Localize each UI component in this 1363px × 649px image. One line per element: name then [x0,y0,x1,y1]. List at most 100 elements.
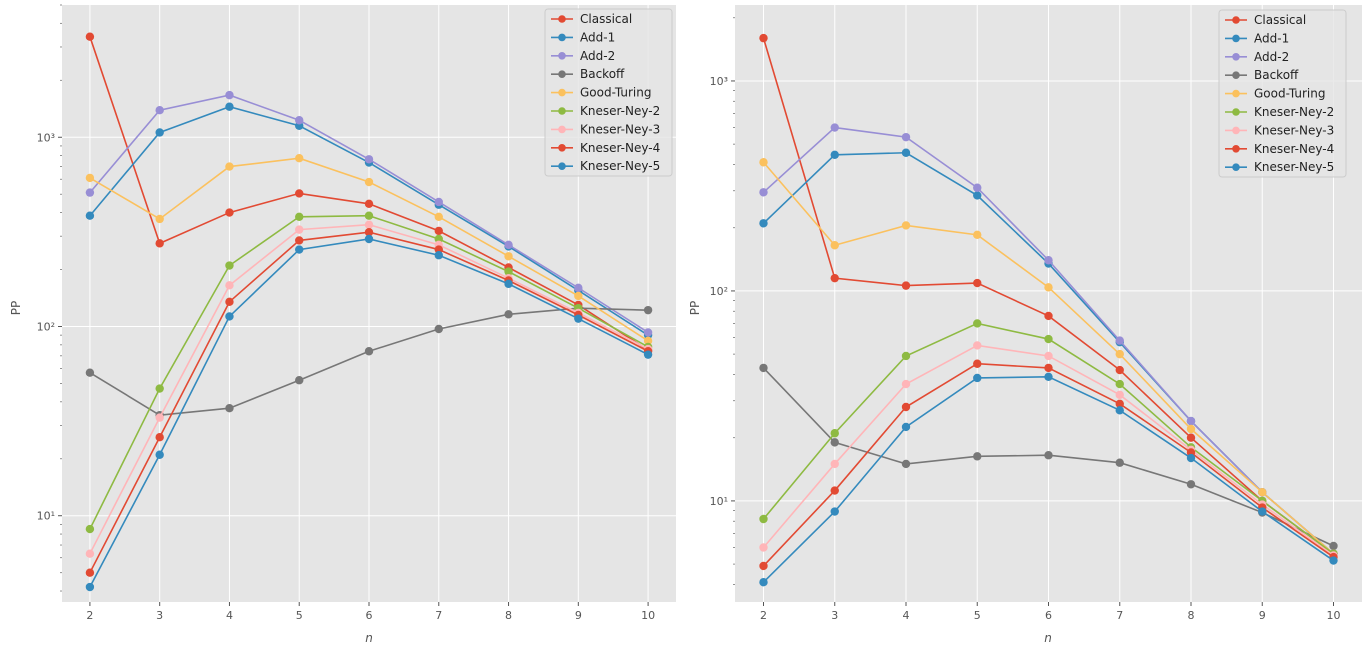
data-point-add-2 [295,116,304,125]
legend-item-backoff: Backoff [551,67,625,81]
legend-marker [1232,108,1240,116]
x-tick-label: 10 [641,609,655,622]
y-tick-label: 10³ [37,131,55,144]
legend-item-classical: Classical [1225,13,1306,27]
data-point-good-turing [225,162,234,171]
legend-label: Kneser-Ney-2 [1254,105,1334,119]
data-point-add-1 [901,148,911,157]
data-point-kneser-ney-2 [830,429,839,438]
data-point-backoff [364,347,374,356]
data-point-kneser-ney-5 [1186,453,1196,463]
data-point-kneser-ney-5 [973,373,982,383]
data-point-kneser-ney-3 [155,413,164,422]
legend-marker [1232,163,1240,171]
minor-ticks-left [60,4,62,592]
data-point-kneser-ney-4 [85,568,95,577]
data-point-good-turing [155,214,164,224]
legend-box [544,8,673,177]
legend-marker [1232,89,1240,98]
y-tick-label: 10² [37,320,55,333]
data-point-add-2 [574,283,583,293]
legend-item-kneser-ney-3: Kneser-Ney-3 [551,122,660,136]
x-tick-label: 6 [366,609,373,622]
x-axis-label-right: n [1044,631,1052,645]
data-point-add-2 [155,106,164,115]
data-point-kneser-ney-2 [759,514,768,524]
data-point-kneser-ney-5 [574,314,583,323]
x-tick-label: 3 [831,609,838,622]
data-point-kneser-ney-5 [901,422,911,432]
series-add-2 [85,90,653,337]
data-point-backoff [973,452,982,461]
legend-marker [1232,16,1240,24]
legend-marker [1232,34,1240,43]
data-point-kneser-ney-3 [295,225,304,234]
grid-right [735,5,1362,602]
series-layer-right [759,33,1338,587]
data-point-classical [1115,365,1124,375]
data-point-good-turing [1258,488,1267,497]
x-axis-label-left: n [365,631,373,645]
legend-label: Classical [580,12,632,26]
data-point-add-1 [973,191,982,200]
data-point-kneser-ney-5 [364,234,374,244]
data-point-good-turing [434,212,443,221]
data-point-add-2 [759,188,768,197]
data-point-kneser-ney-5 [830,507,839,516]
tick-labels-right: 2 3 4 5 6 7 8 9 10 10¹ 10² 10³ [710,75,1341,622]
data-point-kneser-ney-3 [901,379,911,389]
x-tick-label: 2 [86,609,93,622]
data-point-good-turing [759,158,768,167]
data-point-add-1 [759,219,768,228]
data-point-kneser-ney-2 [1115,379,1124,389]
data-point-kneser-ney-5 [759,578,768,587]
data-point-backoff [85,368,95,377]
x-tick-label: 3 [156,609,163,622]
data-point-backoff [830,438,839,447]
x-tick-label: 8 [505,609,512,622]
legend-marker [558,88,566,97]
data-point-kneser-ney-4 [973,359,982,368]
legend-marker [558,125,566,134]
data-point-kneser-ney-2 [295,212,304,221]
x-tick-label: 4 [903,609,910,622]
legend-item-good-turing: Good-Turing [551,86,651,100]
legend-item-classical: Classical [551,12,632,26]
legend-label: Classical [1254,13,1306,27]
legend-label: Good-Turing [1254,87,1325,101]
x-tick-label: 8 [1188,609,1195,622]
data-point-kneser-ney-4 [901,402,911,412]
data-point-classical [364,199,374,209]
data-point-good-turing [1115,349,1124,359]
y-tick-label: 10² [710,285,728,298]
data-point-add-2 [1186,416,1196,426]
data-point-good-turing [364,177,374,187]
legend-label: Kneser-Ney-5 [1254,160,1334,174]
legend-marker [558,33,566,42]
data-point-kneser-ney-5 [295,245,304,254]
data-point-kneser-ney-5 [1258,507,1267,516]
x-tick-label: 7 [435,609,442,622]
data-point-classical [1044,311,1053,321]
y-tick-label: 10¹ [710,495,728,508]
legend-item-kneser-ney-4: Kneser-Ney-4 [551,141,660,155]
data-point-kneser-ney-2 [85,524,95,534]
legend-label: Kneser-Ney-3 [1254,123,1334,137]
data-point-add-2 [830,123,839,132]
data-point-backoff [504,310,513,319]
data-point-kneser-ney-4 [155,432,164,442]
data-point-backoff [1044,451,1053,460]
legend-item-kneser-ney-3: Kneser-Ney-3 [1225,123,1334,137]
legend-marker [1232,71,1240,79]
legend-label: Kneser-Ney-4 [580,141,660,155]
chart-panel-left: 2 3 4 5 6 7 8 9 10 10¹ 10² 10³ n PP Classical Add-1 A… [9,4,676,645]
legend-item-kneser-ney-2: Kneser-Ney-2 [551,104,660,118]
x-tick-label: 9 [575,609,582,622]
x-tick-label: 7 [1116,609,1123,622]
legend-marker [1232,53,1240,61]
legend-label: Add-1 [580,30,615,44]
data-point-kneser-ney-2 [364,211,374,220]
legend-marker [558,52,566,60]
x-tick-label: 5 [974,609,981,622]
